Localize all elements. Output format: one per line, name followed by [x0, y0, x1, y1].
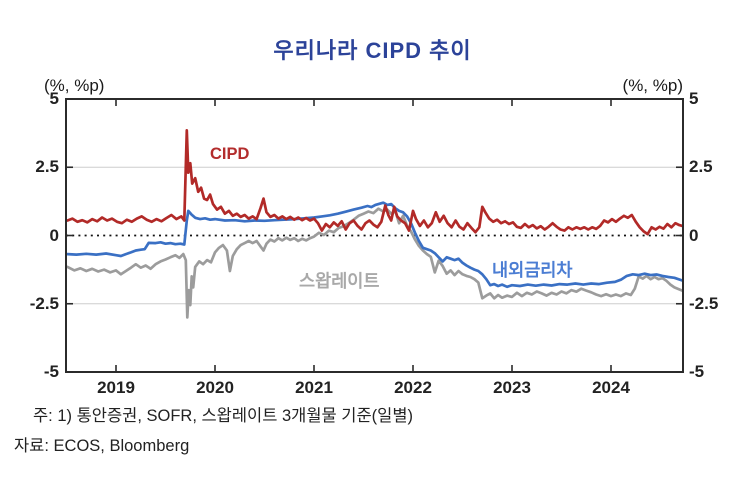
y-tick-label-right: 5	[689, 89, 699, 108]
footnote-line: 주: 1) 통안증권, SOFR, 스왑레이트 3개월물 기준(일별)	[33, 407, 413, 425]
y-tick-label-left: 2.5	[35, 157, 59, 177]
series-label-CIPD: CIPD	[210, 145, 250, 163]
series-line-내외금리차	[66, 201, 684, 289]
source-line: 자료: ECOS, Bloomberg	[14, 437, 190, 455]
y-tick-label-right: -5	[689, 362, 705, 381]
x-tick-label: 2023	[493, 378, 531, 397]
x-tick-label: 2021	[295, 378, 333, 397]
y-tick-label-right: 2.5	[689, 157, 713, 177]
series-label-스왑레이트: 스왑레이트	[299, 271, 380, 291]
series-line-CIPD	[66, 129, 684, 236]
chart-title: 우리나라 CIPD 추이	[273, 38, 472, 63]
x-tick-label: 2022	[394, 378, 432, 397]
y-tick-label-left: -5	[43, 362, 59, 381]
y-axis-unit-right: (%, %p)	[622, 76, 683, 95]
plot-border	[65, 98, 684, 373]
x-tick-label: 2020	[196, 378, 234, 397]
x-tick-label: 2019	[97, 378, 135, 397]
y-tick-label-left: 5	[49, 89, 59, 108]
y-axis-unit-left: (%, %p)	[44, 76, 105, 95]
series-line-스왑레이트	[66, 207, 684, 319]
series-label-내외금리차: 내외금리차	[492, 260, 573, 280]
y-tick-label-left: -2.5	[29, 293, 59, 313]
y-tick-label-right: -2.5	[689, 293, 719, 313]
y-tick-label-left: 0	[49, 225, 59, 245]
x-tick-label: 2024	[592, 378, 630, 397]
y-tick-label-right: 0	[689, 225, 699, 245]
